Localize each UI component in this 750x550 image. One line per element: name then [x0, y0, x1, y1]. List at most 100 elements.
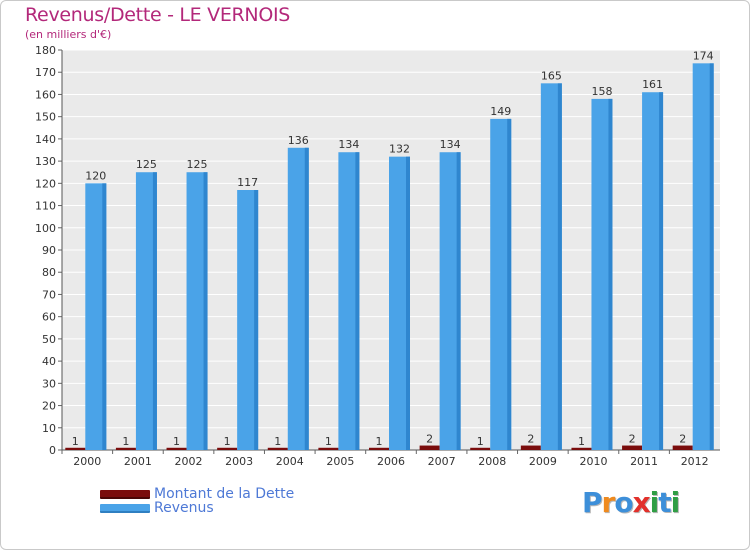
bar-dette [65, 447, 86, 450]
x-tick-label: 2005 [326, 455, 354, 468]
data-label-dette: 1 [173, 435, 180, 448]
bar-revenus-shade [709, 63, 714, 450]
data-label-dette: 2 [527, 433, 534, 446]
x-tick-label: 2011 [630, 455, 658, 468]
bar-revenus-shade [456, 152, 461, 450]
data-label-dette: 1 [376, 435, 383, 448]
y-tick-label: 160 [35, 88, 56, 101]
x-tick-label: 2004 [276, 455, 304, 468]
bar-dette [672, 445, 693, 450]
x-tick-label: 2007 [428, 455, 456, 468]
chart-title: Revenus/Dette - LE VERNOIS [25, 4, 291, 26]
logo-letter: t [658, 486, 671, 519]
legend-label-revenus: Revenus [154, 500, 214, 516]
legend-swatch-revenus [100, 503, 150, 513]
logo-letter: r [601, 486, 616, 519]
logo-letter: x [632, 486, 651, 519]
legend-swatch-dette [100, 489, 150, 499]
data-label-revenus: 149 [490, 105, 511, 118]
bar-revenus [439, 152, 461, 450]
legend-item-dette: Montant de la Dette [100, 486, 294, 502]
y-tick-label: 140 [35, 133, 56, 146]
x-tick-label: 2012 [681, 455, 709, 468]
y-tick-label: 60 [42, 311, 56, 324]
bar-dette [115, 447, 136, 450]
bar-revenus [490, 118, 512, 450]
data-label-revenus: 174 [693, 49, 714, 62]
legend-label-dette: Montant de la Dette [154, 486, 295, 502]
data-label-dette: 2 [679, 433, 686, 446]
y-tick-label: 50 [42, 333, 56, 346]
data-label-revenus: 120 [85, 169, 106, 182]
bar-revenus [186, 172, 208, 450]
bar-dette [470, 447, 491, 450]
bar-revenus [389, 156, 410, 450]
data-label-revenus: 125 [136, 158, 157, 171]
y-tick-label: 180 [35, 44, 56, 57]
y-tick-label: 150 [35, 111, 56, 124]
data-label-revenus: 132 [389, 143, 410, 156]
data-label-dette: 1 [122, 435, 129, 448]
bar-dette [369, 447, 389, 450]
data-label-revenus: 134 [338, 138, 359, 151]
data-label-revenus: 161 [642, 78, 663, 91]
x-tick-label: 2003 [225, 455, 253, 468]
bar-revenus [540, 83, 562, 450]
bar-revenus-shade [507, 118, 512, 450]
bar-revenus [287, 147, 309, 450]
bar-revenus-shade [152, 172, 157, 450]
y-tick-label: 10 [42, 422, 56, 435]
logo-letter: i [670, 486, 681, 519]
y-tick-label: 30 [42, 377, 56, 390]
data-label-dette: 2 [629, 433, 636, 446]
data-label-dette: 1 [72, 435, 79, 448]
bar-revenus-shade [102, 183, 107, 451]
bar-revenus-shade [304, 147, 309, 450]
bar-revenus [338, 152, 360, 450]
chart-subtitle: (en milliers d'€) [25, 28, 112, 41]
x-tick-label: 2010 [579, 455, 607, 468]
legend-item-revenus: Revenus [100, 500, 214, 516]
y-tick-label: 80 [42, 266, 56, 279]
data-label-revenus: 136 [288, 134, 309, 147]
y-tick-label: 100 [35, 222, 56, 235]
bar-revenus-shade [355, 152, 360, 450]
x-tick-label: 2001 [124, 455, 152, 468]
x-tick-label: 2002 [175, 455, 203, 468]
bar-dette [318, 447, 339, 450]
y-tick-label: 90 [42, 244, 56, 257]
y-tick-label: 40 [42, 355, 56, 368]
bar-revenus [85, 183, 107, 451]
y-tick-label: 70 [42, 288, 56, 301]
logo-letter: P [582, 486, 603, 519]
logo-letter: i [649, 486, 660, 519]
bar-revenus [692, 63, 714, 450]
x-tick-label: 2008 [478, 455, 506, 468]
data-label-dette: 1 [224, 435, 231, 448]
data-label-revenus: 134 [440, 138, 461, 151]
bar-dette [520, 445, 541, 450]
y-tick-label: 170 [35, 66, 56, 79]
data-label-revenus: 117 [237, 176, 258, 189]
y-tick-label: 130 [35, 155, 56, 168]
x-tick-label: 2006 [377, 455, 405, 468]
bar-revenus [642, 92, 664, 450]
proxiti-logo: Proxiti [582, 486, 681, 519]
bar-dette [166, 447, 187, 450]
data-label-revenus: 165 [541, 69, 562, 82]
bar-revenus [237, 190, 259, 450]
bar-revenus [135, 172, 157, 450]
data-label-revenus: 158 [591, 85, 612, 98]
bar-revenus-shade [608, 98, 613, 450]
data-label-dette: 2 [426, 433, 433, 446]
data-label-dette: 1 [274, 435, 281, 448]
data-label-dette: 1 [477, 435, 484, 448]
bar-revenus-shade [254, 190, 259, 450]
bar-dette [267, 447, 288, 450]
bar-revenus-shade [659, 92, 664, 450]
x-tick-label: 2000 [73, 455, 101, 468]
y-tick-label: 20 [42, 400, 56, 413]
y-tick-label: 110 [35, 200, 56, 213]
x-tick-label: 2009 [529, 455, 557, 468]
